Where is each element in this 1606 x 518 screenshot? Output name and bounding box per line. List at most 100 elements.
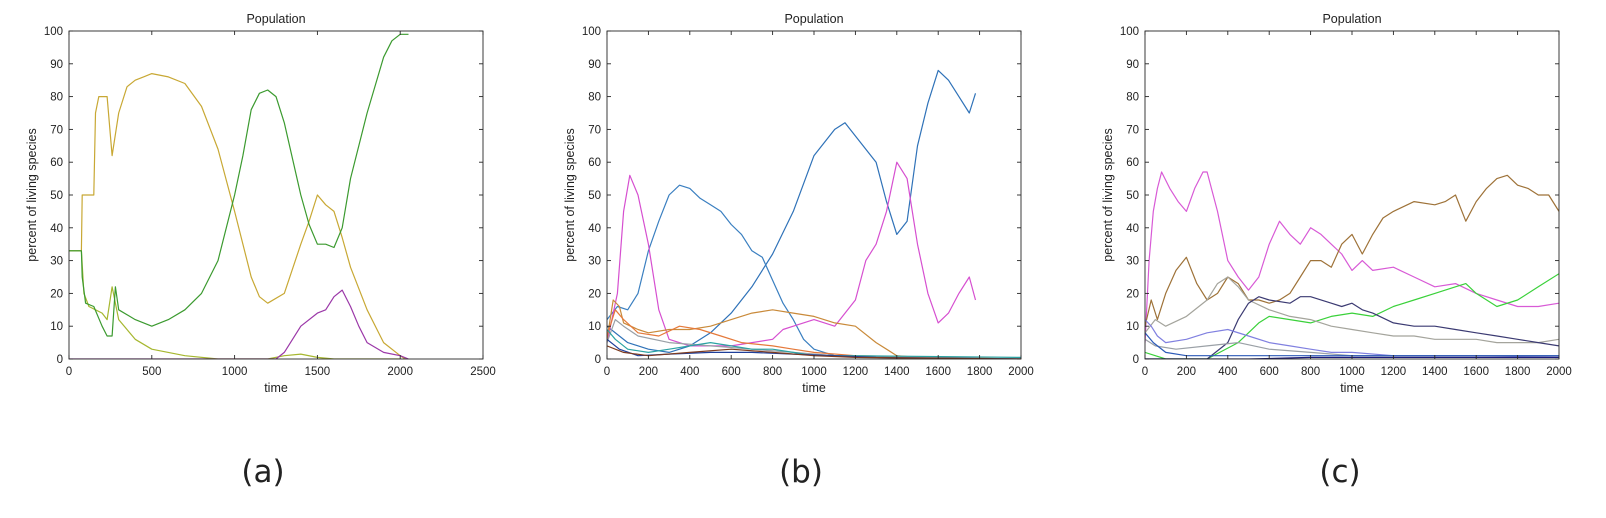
series-group <box>607 69 1021 359</box>
x-tick-label: 1800 <box>1505 366 1531 378</box>
x-tick-label: 800 <box>1301 366 1320 378</box>
x-tick-label: 1200 <box>1381 366 1407 378</box>
x-tick-label: 200 <box>639 366 658 378</box>
y-tick-label: 40 <box>1126 223 1139 235</box>
series-line-3 <box>69 33 409 337</box>
x-tick-label: 600 <box>1260 366 1279 378</box>
series-line-8 <box>1145 332 1559 357</box>
y-tick-label: 50 <box>588 190 601 202</box>
panel-caption: (a) <box>241 454 284 490</box>
chart-title: Population <box>1322 12 1381 26</box>
x-tick-label: 600 <box>722 366 741 378</box>
series-line-4 <box>1145 276 1559 344</box>
series-line-2 <box>69 250 401 359</box>
series-line-4 <box>607 299 1021 359</box>
x-tick-label: 1200 <box>843 366 869 378</box>
x-tick-label: 500 <box>142 366 161 378</box>
series-line-9 <box>607 345 1021 359</box>
x-tick-label: 400 <box>680 366 699 378</box>
x-tick-label: 400 <box>1218 366 1237 378</box>
series-line-1 <box>1145 171 1559 343</box>
x-axis-label: time <box>802 381 826 395</box>
x-tick-label: 2000 <box>387 366 413 378</box>
y-axis-label: percent of living species <box>1101 128 1115 261</box>
x-tick-label: 200 <box>1177 366 1196 378</box>
series-line-5 <box>607 309 1021 359</box>
series-group <box>1145 171 1559 359</box>
chart-title: Population <box>784 12 843 26</box>
y-tick-label: 0 <box>57 354 63 366</box>
y-tick-label: 80 <box>50 92 63 104</box>
series-line-7 <box>1145 338 1559 357</box>
panel-caption: (c) <box>1319 454 1360 490</box>
y-axis-label: percent of living species <box>563 128 577 261</box>
y-tick-label: 80 <box>1126 92 1139 104</box>
series-line-6 <box>1145 319 1559 358</box>
chart-panel-1: 0 500 1000 1500 2000 2500 0 10 20 30 40 50 60 70 80 90 1… <box>25 12 496 490</box>
series-line-6 <box>607 319 1021 359</box>
panel-caption: (b) <box>779 454 823 490</box>
y-tick-label: 70 <box>50 124 63 136</box>
y-axis-label: percent of living species <box>25 128 39 261</box>
y-tick-label: 10 <box>50 321 63 333</box>
y-tick-label: 10 <box>1126 321 1139 333</box>
y-tick-label: 30 <box>50 256 63 268</box>
x-tick-label: 2000 <box>1008 366 1034 378</box>
y-tick-label: 50 <box>1126 190 1139 202</box>
y-tick-label: 20 <box>50 288 63 300</box>
axes-box <box>1144 30 1560 360</box>
x-tick-label: 1800 <box>967 366 993 378</box>
series-line-3 <box>607 161 977 347</box>
chart-panel-2: 0 200 400 600 800 1000 1200 1400 1600 1800 2000 0 10… <box>563 12 1034 490</box>
x-tick-label: 1000 <box>801 366 827 378</box>
y-tick-label: 10 <box>588 321 601 333</box>
x-axis-label: time <box>1340 381 1364 395</box>
y-tick-label: 20 <box>588 288 601 300</box>
x-tick-label: 1600 <box>925 366 951 378</box>
series-line-2 <box>607 184 1021 359</box>
chart-title: Population <box>246 12 305 26</box>
y-tick-label: 90 <box>1126 59 1139 71</box>
y-tick-label: 60 <box>588 157 601 169</box>
y-tick-label: 30 <box>1126 256 1139 268</box>
y-tick-label: 100 <box>582 26 601 38</box>
series-line-3 <box>1145 273 1559 359</box>
x-tick-label: 0 <box>66 366 72 378</box>
chart-panel-3: 0 200 400 600 800 1000 1200 1400 1600 1800 2000 0 10… <box>1101 12 1572 490</box>
x-tick-label: 1000 <box>1339 366 1365 378</box>
x-axis-label: time <box>264 381 288 395</box>
y-tick-label: 0 <box>1133 354 1139 366</box>
x-tick-label: 2500 <box>470 366 496 378</box>
x-tick-label: 1000 <box>222 366 248 378</box>
series-line-4 <box>69 289 409 359</box>
axes-box <box>68 30 484 360</box>
x-tick-label: 1400 <box>884 366 910 378</box>
y-tick-label: 70 <box>1126 124 1139 136</box>
x-tick-label: 0 <box>1142 366 1148 378</box>
x-tick-label: 1400 <box>1422 366 1448 378</box>
y-tick-label: 80 <box>588 92 601 104</box>
y-tick-label: 60 <box>1126 157 1139 169</box>
y-tick-label: 0 <box>595 354 601 366</box>
y-tick-label: 40 <box>50 223 63 235</box>
y-tick-label: 40 <box>588 223 601 235</box>
x-tick-label: 0 <box>604 366 610 378</box>
series-line-5 <box>1145 296 1559 359</box>
series-group <box>69 33 409 359</box>
y-tick-label: 70 <box>588 124 601 136</box>
series-line-2 <box>1145 174 1559 327</box>
y-tick-label: 90 <box>588 59 601 71</box>
x-tick-label: 1600 <box>1463 366 1489 378</box>
series-line-1 <box>69 73 406 359</box>
series-line-7 <box>607 329 1021 358</box>
y-tick-label: 20 <box>1126 288 1139 300</box>
y-tick-label: 100 <box>44 26 63 38</box>
x-tick-label: 2000 <box>1546 366 1572 378</box>
series-line-9 <box>1145 356 1559 359</box>
y-tick-label: 30 <box>588 256 601 268</box>
x-tick-label: 800 <box>763 366 782 378</box>
x-tick-label: 1500 <box>305 366 331 378</box>
y-tick-label: 90 <box>50 59 63 71</box>
y-tick-label: 100 <box>1120 26 1139 38</box>
